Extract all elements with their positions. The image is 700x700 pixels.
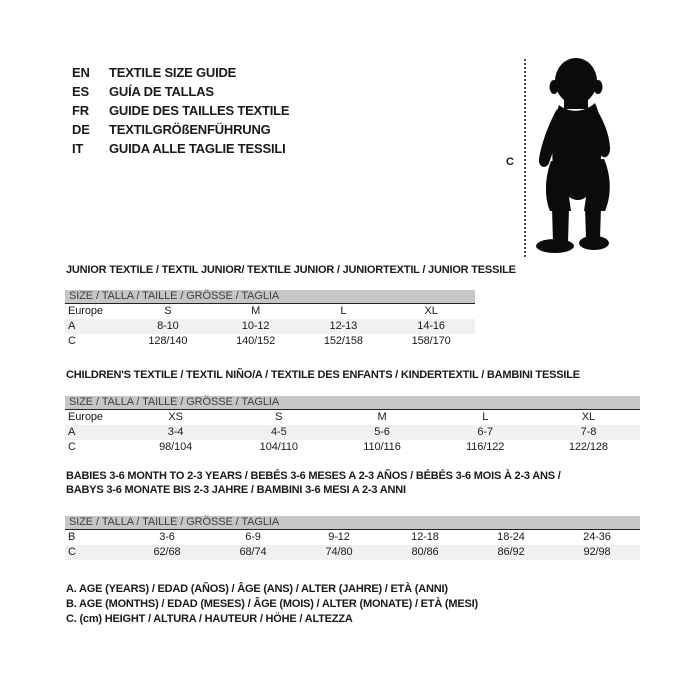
table-cell: 6-7 bbox=[477, 426, 494, 438]
row-label: Europe bbox=[68, 305, 103, 317]
size-header-bar: SIZE / TALLA / TAILLE / GRÖSSE / TAGLIA bbox=[65, 396, 640, 410]
section-title-children: CHILDREN'S TEXTILE / TEXTIL NIÑO/A / TEX… bbox=[66, 369, 580, 381]
row-label: A bbox=[68, 426, 76, 438]
language-label: TEXTILE SIZE GUIDE bbox=[109, 65, 237, 80]
section-title-junior: JUNIOR TEXTILE / TEXTIL JUNIOR/ TEXTILE … bbox=[66, 264, 516, 276]
section-title-babies-line2: BABYS 3-6 MONATE BIS 2-3 JAHRE / BAMBINI… bbox=[66, 484, 406, 496]
babies-size-table: SIZE / TALLA / TAILLE / GRÖSSE / TAGLIA … bbox=[65, 516, 640, 560]
table-cell: 74/80 bbox=[325, 546, 353, 558]
table-cell: 12-18 bbox=[411, 531, 439, 543]
table-cell: 8-10 bbox=[157, 320, 179, 332]
language-row: FR GUIDE DES TAILLES TEXTILE bbox=[72, 101, 290, 120]
table-cell: 3-6 bbox=[159, 531, 175, 543]
legend-line-a: A. AGE (YEARS) / EDAD (AÑOS) / ÂGE (ANS)… bbox=[66, 583, 448, 595]
legend: A. AGE (YEARS) / EDAD (AÑOS) / ÂGE (ANS)… bbox=[66, 582, 478, 627]
section-title-babies-line1: BABIES 3-6 MONTH TO 2-3 YEARS / BEBÉS 3-… bbox=[66, 470, 561, 482]
table-cell: L bbox=[340, 305, 347, 317]
table-cell: 110/116 bbox=[363, 441, 401, 453]
table-row: B 3-6 6-9 9-12 12-18 18-24 24-36 bbox=[65, 530, 640, 545]
table-cell: XL bbox=[424, 305, 438, 317]
table-cell: 4-5 bbox=[271, 426, 287, 438]
table-cell: 140/152 bbox=[236, 335, 276, 347]
table-cell: 122/128 bbox=[568, 441, 608, 453]
table-cell: M bbox=[377, 411, 387, 423]
legend-line-b: B. AGE (MONTHS) / EDAD (MESES) / ÂGE (MO… bbox=[66, 598, 478, 610]
language-label: GUIDE DES TAILLES TEXTILE bbox=[109, 103, 290, 118]
table-cell: 116/122 bbox=[466, 441, 505, 453]
table-cell: 80/86 bbox=[411, 546, 439, 558]
table-body: Europe S M L XL A 8-10 10-12 12-13 14-16 C 128/140 1… bbox=[65, 304, 475, 349]
table-body: Europe XS S M L XL A 3-4 4-5 5-6 6-7 7-8 C 98/104 104/… bbox=[65, 410, 640, 455]
table-cell: 68/74 bbox=[239, 546, 267, 558]
row-label: B bbox=[68, 531, 76, 543]
row-label: C bbox=[68, 335, 76, 347]
table-cell: 62/68 bbox=[153, 546, 181, 558]
table-cell: 14-16 bbox=[417, 320, 445, 332]
baby-silhouette-icon bbox=[536, 58, 611, 253]
table-cell: 6-9 bbox=[245, 531, 261, 543]
table-row: C 128/140 140/152 152/158 158/170 bbox=[65, 334, 475, 349]
table-cell: 152/158 bbox=[323, 335, 363, 347]
table-row: C 62/68 68/74 74/80 80/86 86/92 92/98 bbox=[65, 545, 640, 560]
language-code: IT bbox=[72, 141, 84, 156]
size-header-bar: SIZE / TALLA / TAILLE / GRÖSSE / TAGLIA bbox=[65, 516, 640, 530]
language-row: DE TEXTILGRÖßENFÜHRUNG bbox=[72, 120, 289, 139]
size-header-bar: SIZE / TALLA / TAILLE / GRÖSSE / TAGLIA bbox=[65, 290, 475, 304]
table-cell: S bbox=[275, 411, 283, 423]
table-cell: 3-4 bbox=[167, 426, 184, 438]
language-row: IT GUIDA ALLE TAGLIE TESSILI bbox=[72, 139, 289, 158]
table-row: Europe XS S M L XL bbox=[65, 410, 640, 425]
table-cell: 5-6 bbox=[374, 426, 390, 438]
height-measure-line bbox=[524, 59, 526, 257]
table-row: A 3-4 4-5 5-6 6-7 7-8 bbox=[65, 425, 640, 440]
table-cell: 98/104 bbox=[159, 441, 193, 453]
table-cell: 128/140 bbox=[148, 335, 188, 347]
children-size-table: SIZE / TALLA / TAILLE / GRÖSSE / TAGLIA … bbox=[65, 396, 640, 455]
junior-size-table: SIZE / TALLA / TAILLE / GRÖSSE / TAGLIA … bbox=[65, 290, 475, 349]
table-cell: XS bbox=[168, 411, 183, 423]
table-row: A 8-10 10-12 12-13 14-16 bbox=[65, 319, 475, 334]
language-row: ES GUÍA DE TALLAS bbox=[72, 82, 289, 101]
table-cell: 104/110 bbox=[259, 441, 298, 453]
table-cell: 9-12 bbox=[328, 531, 350, 543]
language-label: GUIDA ALLE TAGLIE TESSILI bbox=[109, 141, 286, 156]
table-cell: 24-36 bbox=[583, 531, 611, 543]
row-label: Europe bbox=[68, 411, 103, 423]
row-label: C bbox=[68, 546, 76, 558]
table-cell: M bbox=[251, 305, 261, 317]
language-row: EN TEXTILE SIZE GUIDE bbox=[72, 63, 289, 82]
language-code: EN bbox=[72, 65, 90, 80]
table-cell: S bbox=[164, 305, 172, 317]
language-code: ES bbox=[72, 84, 89, 99]
language-code: FR bbox=[72, 103, 89, 118]
table-row: Europe S M L XL bbox=[65, 304, 475, 319]
table-cell: 158/170 bbox=[411, 335, 451, 347]
table-cell: 86/92 bbox=[497, 546, 525, 558]
language-list: EN TEXTILE SIZE GUIDE ES GUÍA DE TALLAS FR GU… bbox=[72, 63, 290, 158]
table-row: C 98/104 104/110 110/116 116/122 122/128 bbox=[65, 440, 640, 455]
table-cell: XL bbox=[581, 411, 596, 423]
row-label: C bbox=[68, 441, 76, 453]
language-label: TEXTILGRÖßENFÜHRUNG bbox=[109, 122, 271, 137]
row-label: A bbox=[68, 320, 76, 332]
language-label: GUÍA DE TALLAS bbox=[109, 84, 214, 99]
table-cell: 7-8 bbox=[580, 426, 597, 438]
table-cell: 10-12 bbox=[241, 320, 270, 332]
legend-line-c: C. (cm) HEIGHT / ALTURA / HAUTEUR / HÖHE… bbox=[66, 613, 353, 625]
measure-label-c: C bbox=[506, 156, 514, 168]
table-cell: 12-13 bbox=[329, 320, 358, 332]
table-cell: L bbox=[482, 411, 489, 423]
table-body: B 3-6 6-9 9-12 12-18 18-24 24-36 C 62/68 68/74 74/… bbox=[65, 530, 640, 560]
table-cell: 18-24 bbox=[497, 531, 525, 543]
language-code: DE bbox=[72, 122, 90, 137]
table-cell: 92/98 bbox=[583, 546, 611, 558]
